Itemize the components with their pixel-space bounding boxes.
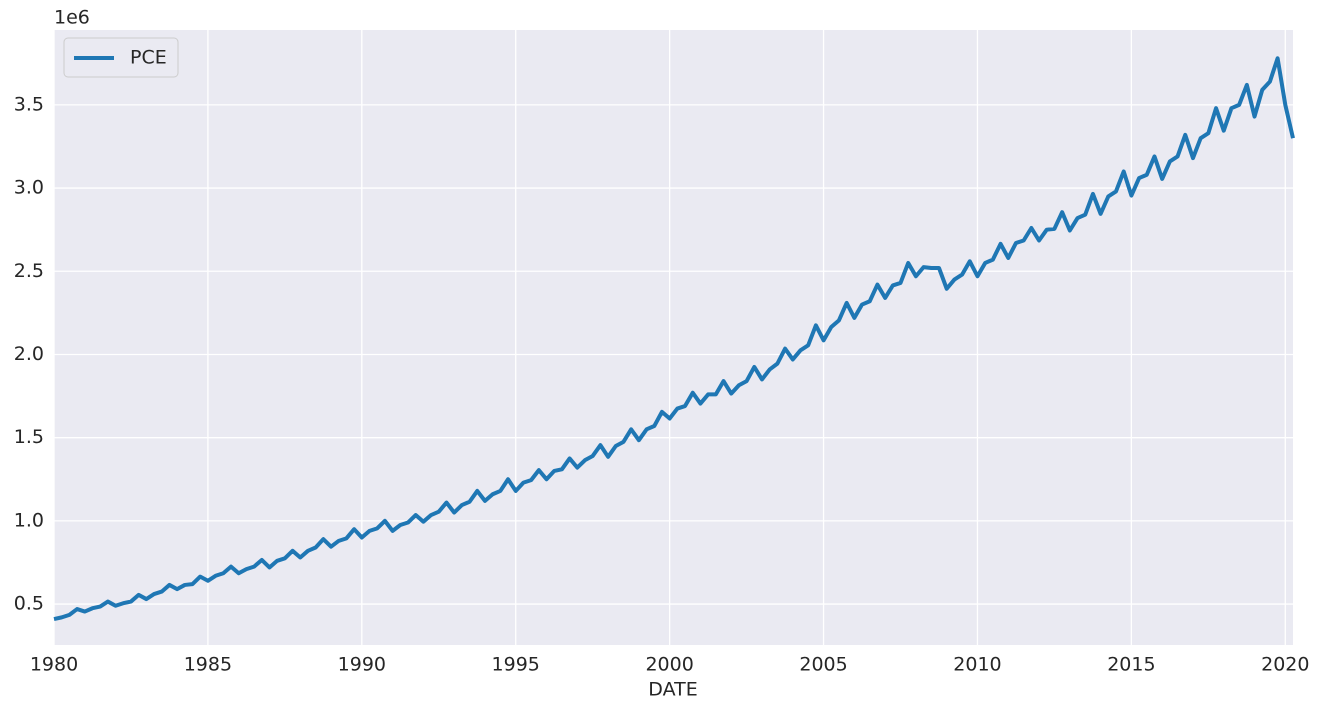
y-tick-label: 3.0	[14, 177, 44, 199]
legend-box	[63, 37, 179, 78]
x-axis-label: DATE	[648, 679, 697, 701]
x-tick-label: 2000	[645, 654, 693, 676]
x-tick-label: 2015	[1107, 654, 1155, 676]
x-tick-label: 1995	[492, 654, 540, 676]
labels: 0.5 1.0 1.5 2.0 2.5 3.0 3.5 1980 1985 1990 1995 200…	[14, 93, 1310, 675]
y-tick-label: 2.5	[14, 260, 44, 282]
offset-text: 1e6	[54, 7, 90, 29]
plot-area	[54, 30, 1293, 645]
x-tick-label: 1990	[338, 654, 386, 676]
y-tick-label: 1.5	[14, 426, 44, 448]
x-tick-label: 2005	[799, 654, 847, 676]
x-tick-label: 1985	[184, 654, 232, 676]
legend-label: PCE	[130, 47, 167, 69]
x-tick-label: 1980	[30, 654, 78, 676]
y-tick-label: 3.5	[14, 93, 44, 115]
legend: PCE	[63, 37, 179, 78]
data-line	[53, 56, 1295, 621]
y-tick-label: 2.0	[14, 343, 44, 365]
y-tick-label: 1.0	[14, 509, 44, 531]
y-tick-label: 0.5	[14, 593, 44, 615]
lines	[53, 56, 1295, 621]
x-tick-label: 2020	[1261, 654, 1309, 676]
x-tick-label: 2010	[953, 654, 1001, 676]
